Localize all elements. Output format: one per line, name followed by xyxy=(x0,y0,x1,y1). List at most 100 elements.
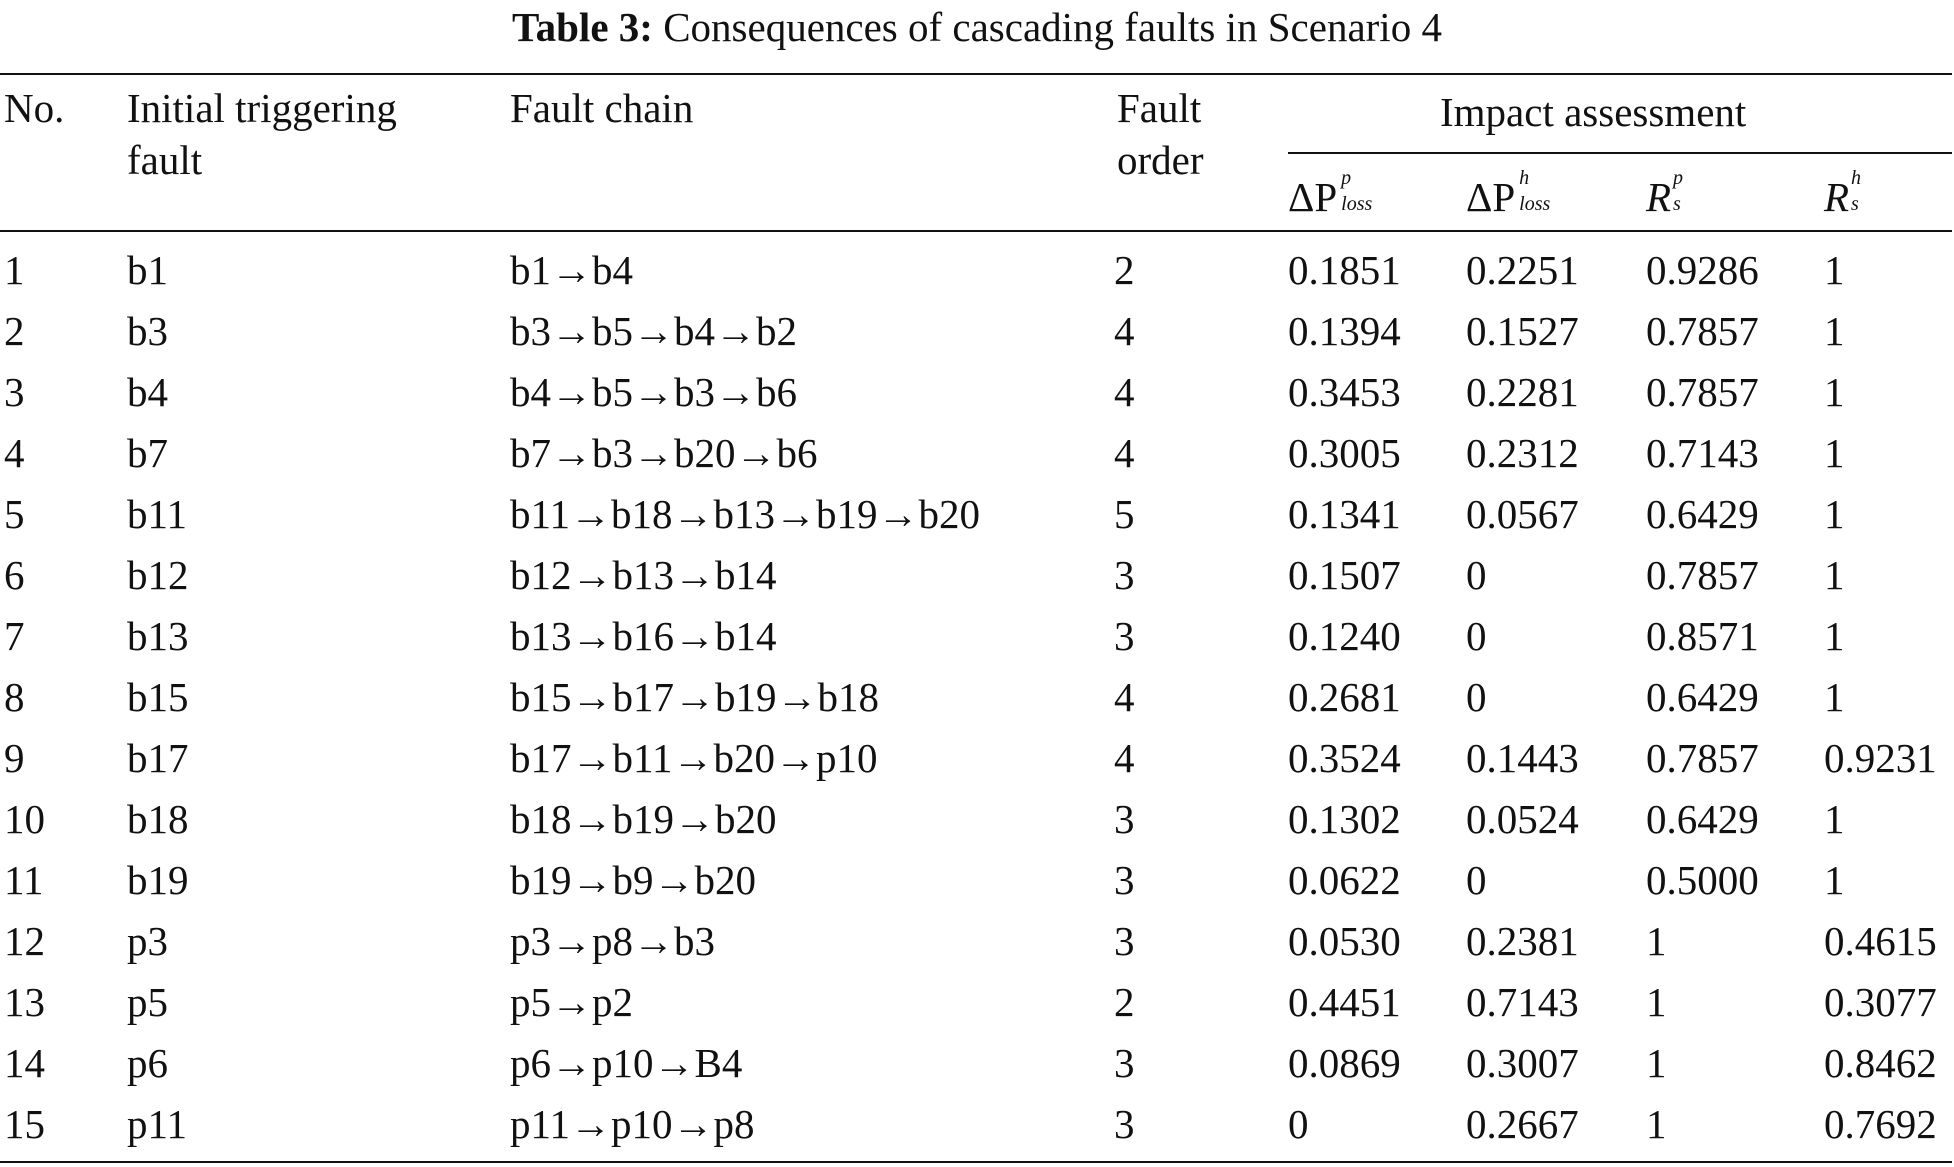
cell-no: 10 xyxy=(4,796,45,842)
cell-rp: 0.7143 xyxy=(1646,430,1759,476)
cell-dh-loss: 0.2251 xyxy=(1466,247,1579,293)
cell-chain: b11→b18→b13→b19→b20 xyxy=(510,491,980,537)
cell-initial: p5 xyxy=(127,979,168,1025)
cell-dp-loss: 0.1394 xyxy=(1288,308,1401,354)
cell-chain: p3→p8→b3 xyxy=(510,918,715,964)
cell-initial: b18 xyxy=(127,796,189,842)
cell-rp: 0.8571 xyxy=(1646,613,1759,659)
cell-chain: p6→p10→B4 xyxy=(510,1040,743,1086)
cell-dh-loss: 0 xyxy=(1466,613,1487,659)
cell-order: 2 xyxy=(1114,247,1135,293)
cell-rp: 0.5000 xyxy=(1646,857,1759,903)
cell-dh-loss: 0.1527 xyxy=(1466,308,1579,354)
header-initial-line2: fault xyxy=(127,137,203,183)
cell-order: 4 xyxy=(1114,674,1135,720)
table-row: 5 b11 b11→b18→b13→b19→b20 5 0.1341 0.056… xyxy=(0,489,1954,539)
cell-dh-loss: 0.3007 xyxy=(1466,1040,1579,1086)
cell-rp: 0.7857 xyxy=(1646,552,1759,598)
cell-order: 3 xyxy=(1114,552,1135,598)
cell-initial: b19 xyxy=(127,857,189,903)
cell-initial: p3 xyxy=(127,918,168,964)
cell-dp-loss: 0.0869 xyxy=(1288,1040,1401,1086)
cell-dh-loss: 0 xyxy=(1466,857,1487,903)
table-row: 11 b19 b19→b9→b20 3 0.0622 0 0.5000 1 xyxy=(0,855,1954,905)
dh-delta: ΔP xyxy=(1466,174,1516,220)
cell-chain: b4→b5→b3→b6 xyxy=(510,369,797,415)
cell-initial: b15 xyxy=(127,674,189,720)
cell-dp-loss: 0.1507 xyxy=(1288,552,1401,598)
cell-order: 4 xyxy=(1114,430,1135,476)
top-rule xyxy=(0,73,1952,75)
cell-rh: 1 xyxy=(1824,552,1845,598)
table-row: 13 p5 p5→p2 2 0.4451 0.7143 1 0.3077 xyxy=(0,977,1954,1027)
cell-order: 4 xyxy=(1114,308,1135,354)
header-dp-loss: ΔP p loss xyxy=(1288,168,1397,222)
cell-no: 4 xyxy=(4,430,25,476)
cell-dh-loss: 0 xyxy=(1466,674,1487,720)
cell-order: 3 xyxy=(1114,857,1135,903)
cell-chain: p5→p2 xyxy=(510,979,633,1025)
cell-chain: b15→b17→b19→b18 xyxy=(510,674,879,720)
table-caption: Table 3: Consequences of cascading fault… xyxy=(0,2,1954,52)
cell-rh: 1 xyxy=(1824,430,1845,476)
cell-no: 3 xyxy=(4,369,25,415)
cell-initial: b1 xyxy=(127,247,168,293)
cell-rh: 1 xyxy=(1824,674,1845,720)
cell-rh: 1 xyxy=(1824,308,1845,354)
cell-order: 5 xyxy=(1114,491,1135,537)
table-row: 10 b18 b18→b19→b20 3 0.1302 0.0524 0.642… xyxy=(0,794,1954,844)
cell-order: 2 xyxy=(1114,979,1135,1025)
cell-dh-loss: 0.2667 xyxy=(1466,1101,1579,1147)
dp-sub: loss xyxy=(1341,193,1373,215)
table-row: 14 p6 p6→p10→B4 3 0.0869 0.3007 1 0.8462 xyxy=(0,1038,1954,1088)
cell-dp-loss: 0.1302 xyxy=(1288,796,1401,842)
rp-symbol: R xyxy=(1646,174,1672,220)
bottom-rule xyxy=(0,1161,1952,1163)
cell-dp-loss: 0.1851 xyxy=(1288,247,1401,293)
cell-no: 8 xyxy=(4,674,25,720)
cell-rp: 1 xyxy=(1646,1101,1667,1147)
cell-rp: 0.9286 xyxy=(1646,247,1759,293)
cell-chain: p11→p10→p8 xyxy=(510,1101,755,1147)
cell-rh: 0.3077 xyxy=(1824,979,1937,1025)
cell-no: 9 xyxy=(4,735,25,781)
cell-no: 2 xyxy=(4,308,25,354)
cell-rp: 0.6429 xyxy=(1646,796,1759,842)
header-chain: Fault chain xyxy=(510,85,694,131)
cell-initial: p6 xyxy=(127,1040,168,1086)
cell-initial: p11 xyxy=(127,1101,187,1147)
cell-initial: b4 xyxy=(127,369,168,415)
cell-rh: 1 xyxy=(1824,613,1845,659)
table-row: 7 b13 b13→b16→b14 3 0.1240 0 0.8571 1 xyxy=(0,611,1954,661)
cell-dp-loss: 0.3453 xyxy=(1288,369,1401,415)
cell-dh-loss: 0.7143 xyxy=(1466,979,1579,1025)
header-rule xyxy=(0,230,1952,232)
cell-rp: 1 xyxy=(1646,979,1667,1025)
dp-delta: ΔP xyxy=(1288,174,1338,220)
cell-dp-loss: 0.1341 xyxy=(1288,491,1401,537)
cell-order: 4 xyxy=(1114,369,1135,415)
cell-initial: b3 xyxy=(127,308,168,354)
table-row: 6 b12 b12→b13→b14 3 0.1507 0 0.7857 1 xyxy=(0,550,1954,600)
header-initial-line1: Initial triggering xyxy=(127,85,397,131)
header-impact: Impact assessment xyxy=(1440,89,1747,135)
rp-sub: s xyxy=(1673,193,1681,215)
cell-dh-loss: 0.1443 xyxy=(1466,735,1579,781)
cell-initial: b7 xyxy=(127,430,168,476)
cell-rh: 1 xyxy=(1824,491,1845,537)
impact-subrule xyxy=(1288,152,1952,154)
cell-no: 15 xyxy=(4,1101,45,1147)
cell-rh: 0.7692 xyxy=(1824,1101,1937,1147)
cell-rp: 0.6429 xyxy=(1646,491,1759,537)
cell-order: 3 xyxy=(1114,613,1135,659)
cell-no: 6 xyxy=(4,552,25,598)
dh-sub: loss xyxy=(1519,193,1551,215)
cell-rh: 1 xyxy=(1824,796,1845,842)
cell-rp: 0.7857 xyxy=(1646,369,1759,415)
caption-label: Table 3: xyxy=(512,4,653,50)
cell-order: 4 xyxy=(1114,735,1135,781)
cell-chain: b12→b13→b14 xyxy=(510,552,777,598)
cell-dh-loss: 0.0524 xyxy=(1466,796,1579,842)
cell-chain: b3→b5→b4→b2 xyxy=(510,308,797,354)
